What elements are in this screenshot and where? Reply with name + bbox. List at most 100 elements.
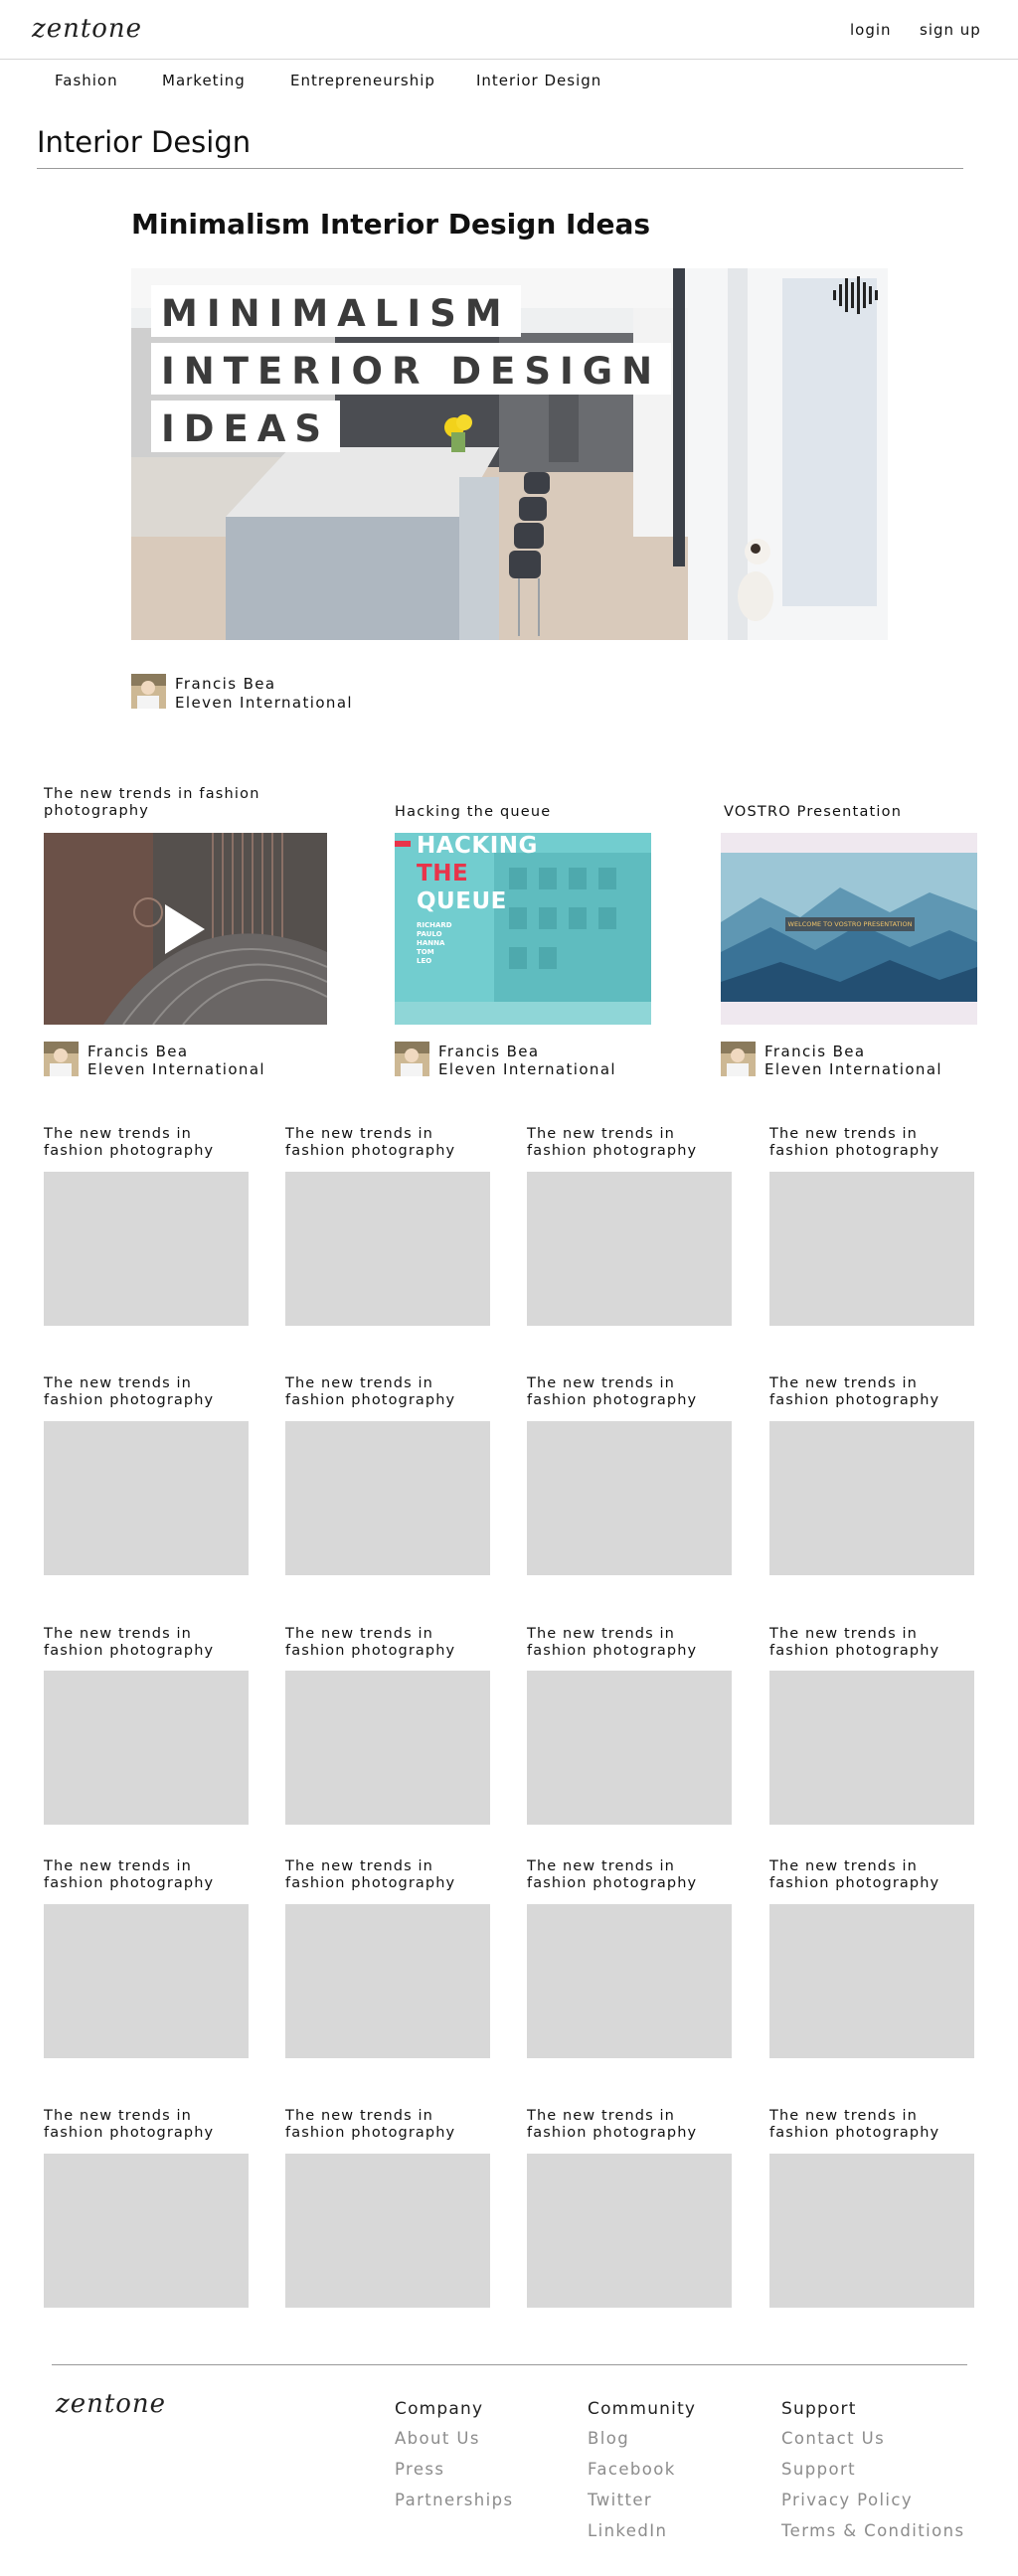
hero-text-line: IDEAS [151,401,341,452]
footer-link-partnerships[interactable]: Partnerships [395,2491,514,2509]
grid-item-image[interactable] [527,1671,732,1825]
thumb-name: PAULO [417,930,442,938]
building-preview [395,833,651,1025]
author-avatar-icon [395,1042,429,1076]
grid-item-image[interactable] [527,1172,732,1326]
grid-item-image[interactable] [44,1421,249,1575]
footer-link-terms[interactable]: Terms & Conditions [781,2521,965,2540]
grid-item-title[interactable]: The new trends in fashion photography [769,1126,940,1159]
footer-heading-company: Company [395,2399,484,2419]
grid-item-image[interactable] [769,1904,974,2058]
grid-item-title[interactable]: The new trends in fashion photography [44,1626,215,1659]
thumb-name: LEO [417,957,432,965]
author-name[interactable]: Francis Bea [175,675,276,693]
grid-item-title[interactable]: The new trends in fashion photography [769,1375,940,1408]
footer-link-twitter[interactable]: Twitter [588,2491,653,2509]
footer-heading-support: Support [781,2399,857,2419]
video-preview [44,833,327,1025]
thumb-title-line: QUEUE [417,888,507,914]
grid-item-image[interactable] [769,1671,974,1825]
grid-item-title[interactable]: The new trends in fashion photography [769,1626,940,1659]
author-name[interactable]: Francis Bea [438,1043,540,1060]
featured-article-title[interactable]: Minimalism Interior Design Ideas [131,208,651,241]
grid-item-image[interactable] [44,1172,249,1326]
grid-item-image[interactable] [769,2154,974,2308]
category-nav: Fashion Marketing Entrepreneurship Inter… [0,72,1018,93]
grid-item-title[interactable]: The new trends in fashion photography [285,1626,456,1659]
author-organization: Eleven International [87,1060,265,1078]
author-avatar-icon [721,1042,756,1076]
grid-item-image[interactable] [44,1671,249,1825]
thumb-name: RICHARD [417,921,452,929]
grid-item-title[interactable]: The new trends in fashion photography [527,2108,698,2141]
grid-item-title[interactable]: The new trends in fashion photography [44,1126,215,1159]
nav-item-fashion[interactable]: Fashion [55,72,118,89]
footer-logo[interactable]: zentone [56,2389,167,2419]
logo[interactable]: zentone [32,14,143,44]
grid-item-title[interactable]: The new trends in fashion photography [44,2108,215,2141]
mountains-preview [721,833,977,1025]
footer-link-support[interactable]: Support [781,2460,857,2479]
card-title[interactable]: Hacking the queue [395,804,552,820]
grid-item-image[interactable] [527,1421,732,1575]
page-title: Interior Design [37,125,252,159]
top-bar: zentone login sign up [0,0,1018,60]
avatar[interactable] [131,674,166,709]
grid-item-title[interactable]: The new trends in fashion photography [285,1126,456,1159]
grid-item-image[interactable] [769,1421,974,1575]
avatar[interactable] [721,1042,756,1076]
grid-item-title[interactable]: The new trends in fashion photography [769,1858,940,1891]
featured-article-image[interactable]: MINIMALISM INTERIOR DESIGN IDEAS [131,268,888,640]
author-organization: Eleven International [764,1060,942,1078]
card-title[interactable]: VOSTRO Presentation [724,804,903,820]
footer-link-facebook[interactable]: Facebook [588,2460,676,2479]
grid-item-image[interactable] [527,1904,732,2058]
grid-item-title[interactable]: The new trends in fashion photography [527,1375,698,1408]
author-avatar-icon [44,1042,79,1076]
grid-item-title[interactable]: The new trends in fashion photography [527,1126,698,1159]
grid-item-title[interactable]: The new trends in fashion photography [44,1858,215,1891]
presentation-thumbnail[interactable]: HACKING THE QUEUE RICHARD PAULO HANNA TO… [395,833,651,1025]
hero-text-line: MINIMALISM [151,285,521,337]
grid-item-title[interactable]: The new trends in fashion photography [527,1858,698,1891]
grid-item-image[interactable] [285,1671,490,1825]
grid-item-image[interactable] [285,1172,490,1326]
play-icon [165,904,205,954]
grid-item-image[interactable] [44,1904,249,2058]
grid-item-title[interactable]: The new trends in fashion photography [44,1375,215,1408]
thumb-title-line: THE [417,861,469,886]
title-divider [37,168,963,169]
video-thumbnail[interactable] [44,833,327,1025]
thumb-welcome-text: WELCOME TO VOSTRO PRESENTATION [787,920,913,928]
grid-item-image[interactable] [285,1904,490,2058]
grid-item-title[interactable]: The new trends in fashion photography [769,2108,940,2141]
grid-item-image[interactable] [285,1421,490,1575]
grid-item-title[interactable]: The new trends in fashion photography [527,1626,698,1659]
author-name[interactable]: Francis Bea [87,1043,189,1060]
avatar[interactable] [44,1042,79,1076]
footer-divider [52,2364,967,2365]
footer-link-press[interactable]: Press [395,2460,445,2479]
grid-item-image[interactable] [769,1172,974,1326]
footer-link-linkedin[interactable]: LinkedIn [588,2521,668,2540]
author-name[interactable]: Francis Bea [764,1043,866,1060]
login-link[interactable]: login [850,21,892,39]
nav-item-interior-design[interactable]: Interior Design [476,72,602,89]
grid-item-image[interactable] [527,2154,732,2308]
grid-item-title[interactable]: The new trends in fashion photography [285,2108,456,2141]
grid-item-image[interactable] [285,2154,490,2308]
footer-link-blog[interactable]: Blog [588,2429,630,2448]
grid-item-image[interactable] [44,2154,249,2308]
grid-item-title[interactable]: The new trends in fashion photography [285,1375,456,1408]
signup-link[interactable]: sign up [920,21,981,39]
footer-link-about-us[interactable]: About Us [395,2429,480,2448]
nav-item-marketing[interactable]: Marketing [162,72,246,89]
card-title[interactable]: The new trends in fashion photography [44,786,260,819]
author-avatar-icon [131,674,166,709]
footer-link-contact-us[interactable]: Contact Us [781,2429,886,2448]
grid-item-title[interactable]: The new trends in fashion photography [285,1858,456,1891]
nav-item-entrepreneurship[interactable]: Entrepreneurship [290,72,435,89]
presentation-thumbnail[interactable]: WELCOME TO VOSTRO PRESENTATION [721,833,977,1025]
avatar[interactable] [395,1042,429,1076]
footer-link-privacy-policy[interactable]: Privacy Policy [781,2491,914,2509]
